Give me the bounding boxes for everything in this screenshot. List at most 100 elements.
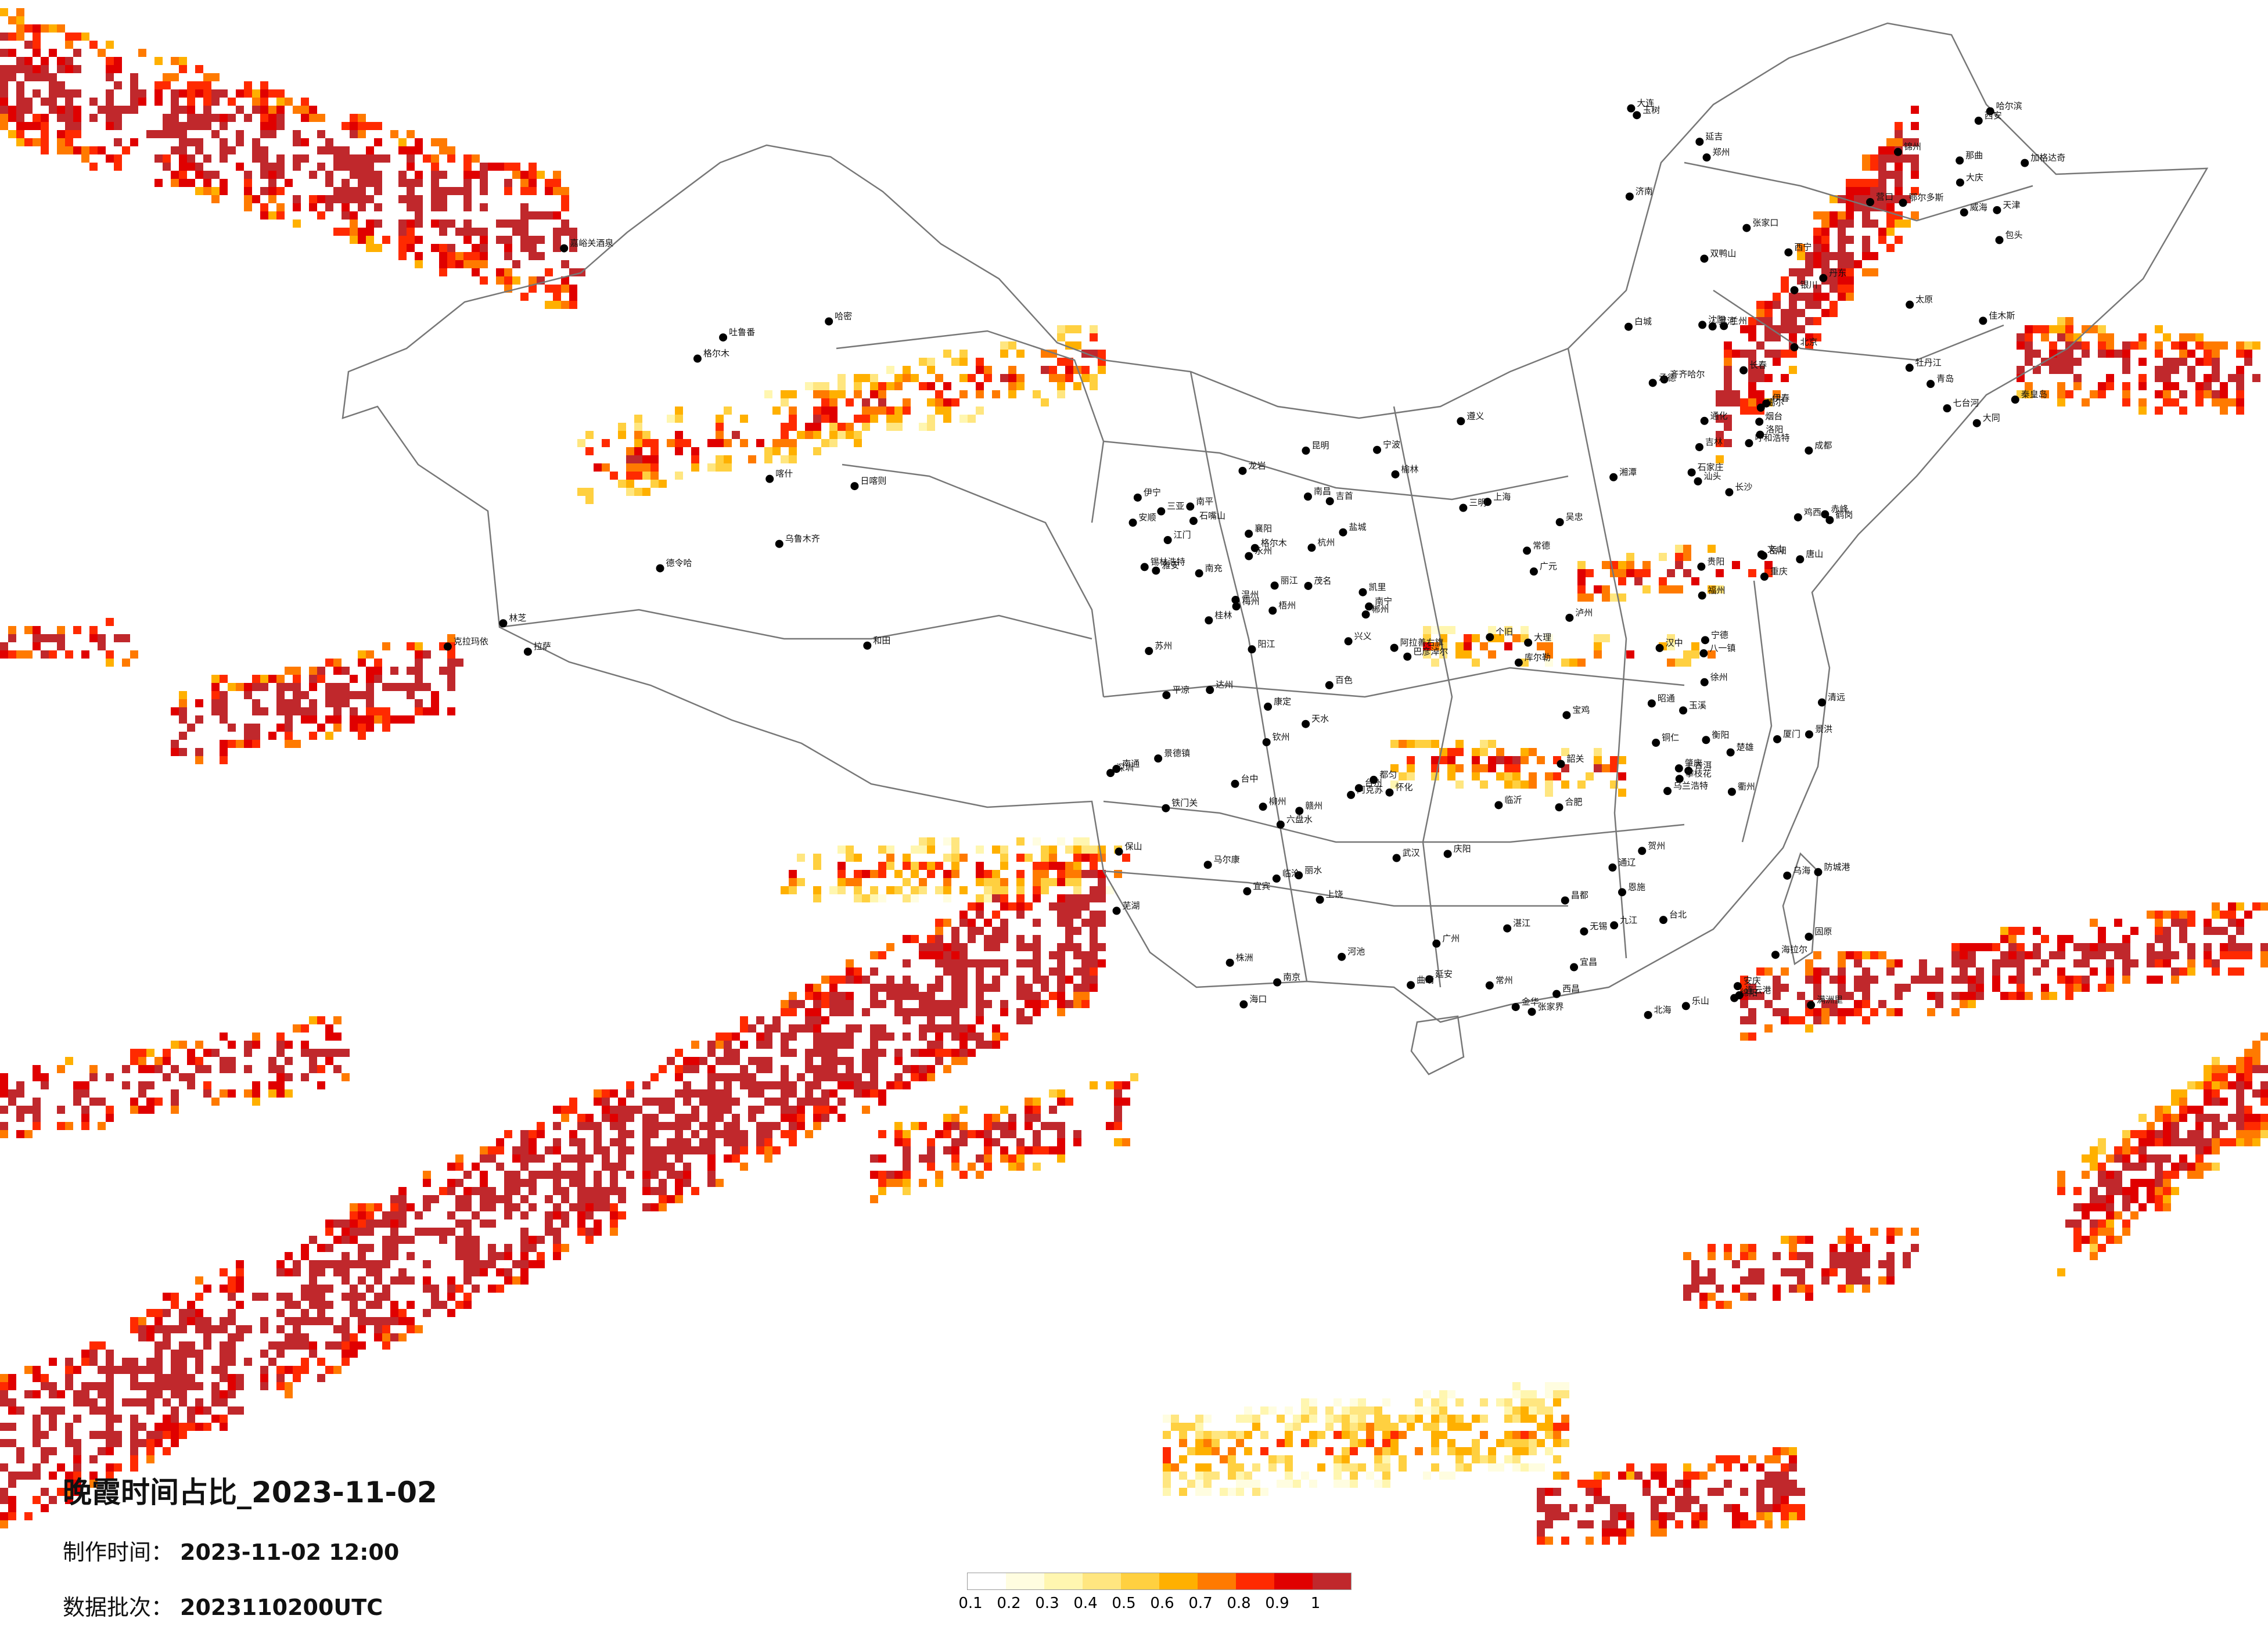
- heat-cell: [626, 1130, 634, 1138]
- heat-cell: [463, 1220, 472, 1228]
- heat-cell: [374, 220, 382, 228]
- heat-cell: [764, 1041, 772, 1049]
- heat-cell: [285, 179, 293, 187]
- heat-cell: [1090, 886, 1098, 894]
- heat-cell: [805, 1098, 813, 1106]
- heat-cell: [2138, 1203, 2147, 1211]
- heat-cell: [49, 1472, 57, 1480]
- heat-cell: [659, 1154, 667, 1163]
- heat-cell: [553, 211, 561, 220]
- heat-cell: [447, 1228, 455, 1236]
- heat-cell: [959, 943, 968, 951]
- heat-cell: [24, 57, 33, 65]
- heat-cell: [342, 1252, 350, 1260]
- heat-cell: [561, 285, 569, 293]
- heat-cell: [293, 667, 301, 675]
- heat-cell: [89, 146, 98, 154]
- heat-cell: [415, 1325, 423, 1333]
- heat-cell: [1480, 764, 1488, 772]
- heat-cell: [1911, 171, 1919, 179]
- heat-cell: [358, 732, 366, 740]
- heat-cell: [1488, 650, 1496, 659]
- heat-cell: [1033, 1146, 1041, 1154]
- heat-cell: [805, 1024, 813, 1033]
- heat-cell: [1862, 211, 1870, 220]
- heat-cell: [870, 406, 878, 415]
- heat-cell: [146, 1098, 154, 1106]
- heat-cell: [642, 1122, 650, 1130]
- heat-cell: [2000, 935, 2008, 943]
- heat-cell: [650, 463, 659, 472]
- heat-cell: [1886, 959, 1895, 967]
- heat-cell: [1960, 992, 1968, 1000]
- heat-cell: [642, 1130, 650, 1138]
- heat-cell: [374, 1276, 382, 1285]
- heat-cell: [138, 1106, 146, 1114]
- heat-cell: [350, 1309, 358, 1317]
- heat-cell: [1797, 325, 1805, 333]
- heat-cell: [431, 203, 439, 211]
- heat-cell: [1862, 951, 1870, 959]
- heat-cell: [1057, 967, 1065, 976]
- heat-cell: [585, 1228, 594, 1236]
- heat-cell: [2155, 919, 2163, 927]
- heat-cell: [407, 228, 415, 236]
- heat-cell: [309, 699, 317, 707]
- heat-cell: [73, 1366, 81, 1374]
- heat-cell: [781, 1033, 789, 1041]
- heat-cell: [667, 1163, 675, 1171]
- heat-cell: [171, 171, 179, 179]
- heat-cell: [1602, 764, 1610, 772]
- heat-cell: [1049, 1146, 1057, 1154]
- heat-cell: [667, 1098, 675, 1106]
- heat-cell: [439, 1236, 447, 1244]
- heat-cell: [1415, 740, 1423, 748]
- heat-cell: [366, 146, 374, 154]
- heat-cell: [716, 439, 724, 447]
- heat-cell: [1081, 992, 1090, 1000]
- heat-cell: [65, 1366, 73, 1374]
- heat-cell: [89, 1480, 98, 1488]
- heat-cell: [398, 1187, 407, 1195]
- heat-cell: [333, 1033, 342, 1041]
- heat-cell: [106, 1390, 114, 1398]
- heat-cell: [415, 667, 423, 675]
- heat-cell: [504, 268, 512, 276]
- heat-cell: [512, 220, 520, 228]
- heat-cell: [1911, 122, 1919, 130]
- heat-cell: [154, 1065, 163, 1073]
- heat-cell: [57, 81, 65, 89]
- heat-cell: [317, 1268, 325, 1276]
- heat-cell: [984, 1138, 992, 1146]
- heat-cell: [252, 1089, 260, 1098]
- heat-cell: [675, 415, 683, 423]
- heat-cell: [870, 951, 878, 959]
- heat-cell: [854, 976, 862, 984]
- heat-cell: [1870, 179, 1878, 187]
- heat-cell: [1041, 1000, 1049, 1008]
- heat-cell: [724, 1057, 732, 1065]
- heat-cell: [488, 1203, 496, 1211]
- heat-cell: [951, 1163, 959, 1171]
- heat-cell: [220, 1358, 228, 1366]
- heat-cell: [358, 154, 366, 163]
- heat-cell: [154, 1317, 163, 1325]
- heat-cell: [8, 1504, 16, 1512]
- heat-cell: [813, 1073, 821, 1081]
- heat-cell: [2073, 976, 2082, 984]
- heat-cell: [2065, 976, 2073, 984]
- heat-cell: [2155, 1154, 2163, 1163]
- heat-cell: [968, 919, 976, 927]
- heat-cell: [57, 106, 65, 114]
- heat-cell: [2098, 1163, 2106, 1171]
- heat-cell: [602, 1203, 610, 1211]
- heat-cell: [309, 1317, 317, 1325]
- heat-cell: [423, 1285, 431, 1293]
- heat-cell: [919, 1073, 927, 1081]
- heat-cell: [2187, 959, 2195, 967]
- heat-cell: [463, 1268, 472, 1276]
- heat-cell: [1594, 642, 1602, 650]
- heat-cell: [228, 1341, 236, 1350]
- heat-cell: [114, 57, 122, 65]
- heat-cell: [1098, 959, 1106, 967]
